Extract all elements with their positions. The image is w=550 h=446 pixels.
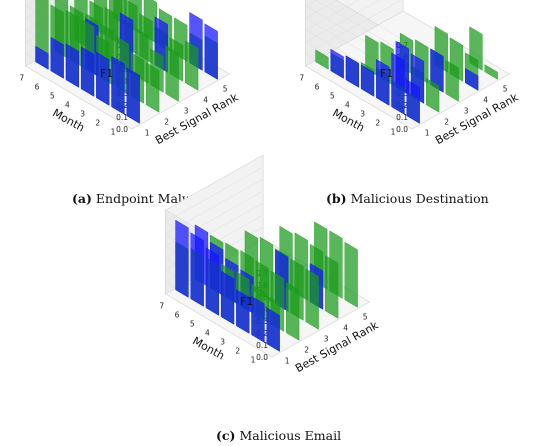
bar-blue	[65, 43, 79, 88]
plot-area: 0.00.10.20.30.40.50.60.7123451234567Best…	[299, 0, 521, 147]
bar-blue	[345, 55, 359, 88]
y-tick-label: 3	[220, 338, 225, 347]
bar-blue	[80, 46, 95, 97]
y-tick-label: 2	[235, 347, 240, 356]
y-tick-label: 3	[80, 110, 85, 119]
caption-c-label: (c)	[216, 428, 236, 443]
x-tick-label: 5	[223, 85, 228, 94]
bar-green	[165, 45, 179, 102]
z-tick-label: 0.1	[256, 341, 268, 350]
bar-green	[305, 268, 319, 330]
x-tick-label: 2	[444, 118, 449, 127]
z-axis-label: F1	[380, 67, 393, 80]
bar-blue	[406, 79, 420, 124]
z-axis-label: F1	[100, 67, 113, 80]
caption-b-label: (b)	[326, 191, 347, 206]
z-gridline	[315, 0, 413, 58]
bar-green	[315, 49, 329, 70]
y-tick-label: 1	[111, 128, 116, 137]
bar-green	[185, 40, 199, 91]
x-tick-label: 1	[285, 357, 290, 366]
bar-blue	[111, 56, 125, 115]
y-tick-label: 2	[375, 119, 380, 128]
chart-panel-c: 0.00.10.20.30.40.50.60.7123451234567Best…	[140, 154, 410, 418]
y-tick-label: 1	[391, 128, 396, 137]
chart-panel-b: 0.00.10.20.30.40.50.60.7123451234567Best…	[280, 0, 550, 190]
y-tick-label: 6	[35, 83, 40, 92]
bar-blue	[126, 67, 140, 124]
z-gridline	[335, 0, 413, 46]
chart-panel-a: 0.00.10.20.30.40.50.60.7123451234567Best…	[0, 0, 270, 190]
y-tick-label: 5	[330, 92, 335, 101]
bar-blue	[220, 270, 235, 325]
y-tick-label: 1	[251, 356, 256, 365]
bar-blue	[96, 51, 110, 106]
x-tick-label: 5	[503, 85, 508, 94]
bar-green	[325, 255, 339, 319]
x-tick-label: 4	[203, 96, 208, 105]
y-tick-label: 4	[65, 101, 70, 110]
bar-blue	[251, 296, 265, 343]
y-tick-label: 6	[315, 83, 320, 92]
x-tick-label: 4	[343, 324, 348, 333]
x-tick-label: 2	[164, 118, 169, 127]
caption-b-text: Malicious Destination	[350, 191, 489, 206]
chart-c-svg: 0.00.10.20.30.40.50.60.7123451234567Best…	[159, 154, 381, 375]
bar-blue	[50, 36, 64, 79]
z-tick-label: 0.1	[396, 113, 408, 122]
bar-blue	[175, 219, 189, 298]
y-tick-label: 2	[95, 119, 100, 128]
x-tick-label: 1	[145, 129, 150, 138]
bar-blue	[391, 52, 405, 115]
y-tick-label: 4	[205, 329, 210, 338]
chart-b-svg: 0.00.10.20.30.40.50.60.7123451234567Best…	[299, 0, 521, 147]
bar-blue	[330, 48, 344, 79]
bar-blue	[205, 247, 219, 316]
bar-green	[146, 62, 160, 113]
bar-blue	[266, 307, 280, 352]
y-tick-label: 4	[345, 101, 350, 110]
y-tick-label: 5	[50, 92, 55, 101]
chart-a-svg: 0.00.10.20.30.40.50.60.7123451234567Best…	[19, 0, 241, 147]
y-tick-label: 3	[360, 110, 365, 119]
bar-blue	[236, 289, 250, 334]
bar-blue	[204, 23, 218, 80]
y-tick-label: 5	[190, 320, 195, 329]
x-tick-label: 3	[324, 335, 329, 344]
z-tick-label: 0.0	[256, 353, 268, 362]
z-axis-label: F1	[240, 295, 253, 308]
bar-green	[344, 241, 358, 308]
x-tick-label: 3	[464, 107, 469, 116]
x-tick-label: 2	[304, 346, 309, 355]
plot-area: 0.00.10.20.30.40.50.60.7123451234567Best…	[19, 0, 241, 147]
bar-blue	[35, 45, 49, 70]
bar-green	[445, 59, 459, 102]
bar-blue	[360, 64, 375, 97]
y-tick-label: 7	[159, 302, 164, 311]
plot-area: 0.00.10.20.30.40.50.60.7123451234567Best…	[159, 154, 381, 375]
caption-c-text: Malicious Email	[239, 428, 342, 443]
x-tick-label: 4	[483, 96, 488, 105]
z-gridline	[305, 10, 413, 130]
z-tick-label: 0.1	[116, 113, 128, 122]
x-tick-label: 1	[425, 129, 430, 138]
bar-green	[484, 64, 498, 80]
z-tick-label: 0.0	[116, 125, 128, 134]
x-tick-label: 3	[184, 107, 189, 116]
caption-a-label: (a)	[72, 191, 92, 206]
caption-b: (b) Malicious Destination	[326, 191, 489, 206]
caption-c: (c) Malicious Email	[216, 428, 341, 443]
bar-blue	[465, 68, 479, 91]
bar-green	[426, 78, 440, 113]
y-tick-label: 7	[19, 74, 24, 83]
bar-green	[286, 282, 300, 341]
z-tick-label: 0.0	[396, 125, 408, 134]
x-tick-label: 5	[363, 313, 368, 322]
y-tick-label: 6	[175, 311, 180, 320]
bar-blue	[376, 59, 390, 106]
bar-blue	[190, 232, 204, 307]
y-tick-label: 7	[299, 74, 304, 83]
